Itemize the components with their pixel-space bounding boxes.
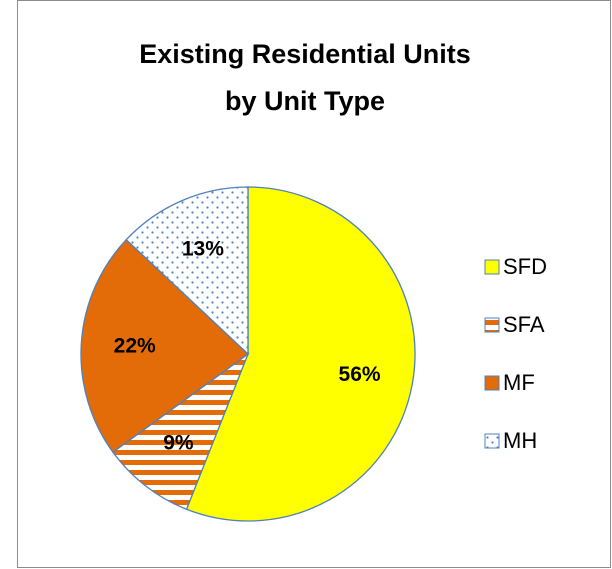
legend-swatch	[484, 317, 500, 333]
legend-label: SFA	[503, 312, 545, 337]
value-label: 22%	[114, 334, 156, 357]
legend-swatch	[484, 259, 500, 275]
chart-title: by Unit Type	[225, 86, 385, 116]
value-label: 13%	[182, 237, 224, 260]
pie-slice	[125, 186, 249, 356]
value-label: 9%	[163, 431, 194, 454]
legend-swatch	[484, 375, 500, 391]
legend-label: MF	[503, 370, 535, 395]
pie-slice	[111, 352, 250, 511]
value-label: 56%	[339, 363, 381, 386]
legend-label: MH	[503, 428, 537, 453]
pie-slice	[80, 238, 250, 454]
pie-slice	[185, 186, 416, 522]
chart-title: Existing Residential Units	[139, 39, 471, 69]
legend-label: SFD	[503, 254, 547, 279]
legend-swatch	[484, 433, 500, 449]
